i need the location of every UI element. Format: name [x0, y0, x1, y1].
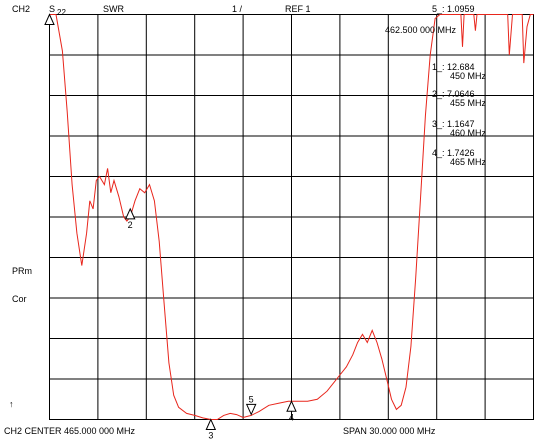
marker-3-value: 3_: 1.1647 — [432, 119, 475, 129]
reference-label: REF 1 — [285, 4, 311, 14]
marker-5-icon — [245, 403, 257, 416]
marker-1-icon — [44, 13, 55, 25]
correction-indicator: Cor — [12, 294, 27, 304]
parameter-subscript: 22 — [57, 8, 66, 17]
marker-4-icon — [286, 400, 297, 412]
active-marker-frequency: 462.500 000 MHz — [385, 25, 457, 35]
marker-2-value: 2_: 7.0646 — [432, 89, 475, 99]
parameter-label: S 22 — [49, 4, 66, 17]
marker-5: 5 — [245, 394, 257, 416]
marker-5-number: 5 — [249, 394, 254, 404]
center-frequency-label: CH2 CENTER 465.000 000 MHz — [4, 426, 136, 436]
swr-trace — [49, 14, 534, 420]
marker-1-frequency: 450 MHz — [450, 71, 487, 81]
marker-2: 2 — [124, 207, 136, 230]
marker-1-value: 1_: 12.684 — [432, 62, 475, 72]
marker-2-number: 2 — [128, 220, 133, 230]
parameter-name: S — [49, 4, 56, 14]
marker-4-value: 4_: 1.7426 — [432, 148, 475, 158]
marker-2-icon — [124, 207, 136, 220]
graticule-grid — [49, 14, 534, 420]
marker-4-frequency: 465 MHz — [450, 157, 487, 167]
format-label: SWR — [103, 4, 124, 14]
marker-3-icon — [205, 418, 217, 430]
marker-3: 3 — [205, 418, 217, 441]
marker-3-number: 3 — [208, 431, 213, 441]
channel-label: CH2 — [12, 4, 31, 14]
marker-4: 4 — [286, 400, 297, 422]
marker-layer: 2 3 5 4 — [44, 13, 297, 441]
reference-position-arrow-icon: ↑ — [9, 399, 14, 409]
span-label: SPAN 30.000 000 MHz — [343, 426, 436, 436]
scale-label: 1 / — [232, 4, 243, 14]
marker-1 — [44, 13, 55, 25]
marker-2-frequency: 455 MHz — [450, 98, 487, 108]
active-marker-value: 5_: 1.0959 — [432, 4, 475, 14]
power-ranging-indicator: PRm — [12, 266, 32, 276]
marker-4-number: 4 — [289, 412, 294, 422]
marker-3-frequency: 460 MHz — [450, 128, 487, 138]
